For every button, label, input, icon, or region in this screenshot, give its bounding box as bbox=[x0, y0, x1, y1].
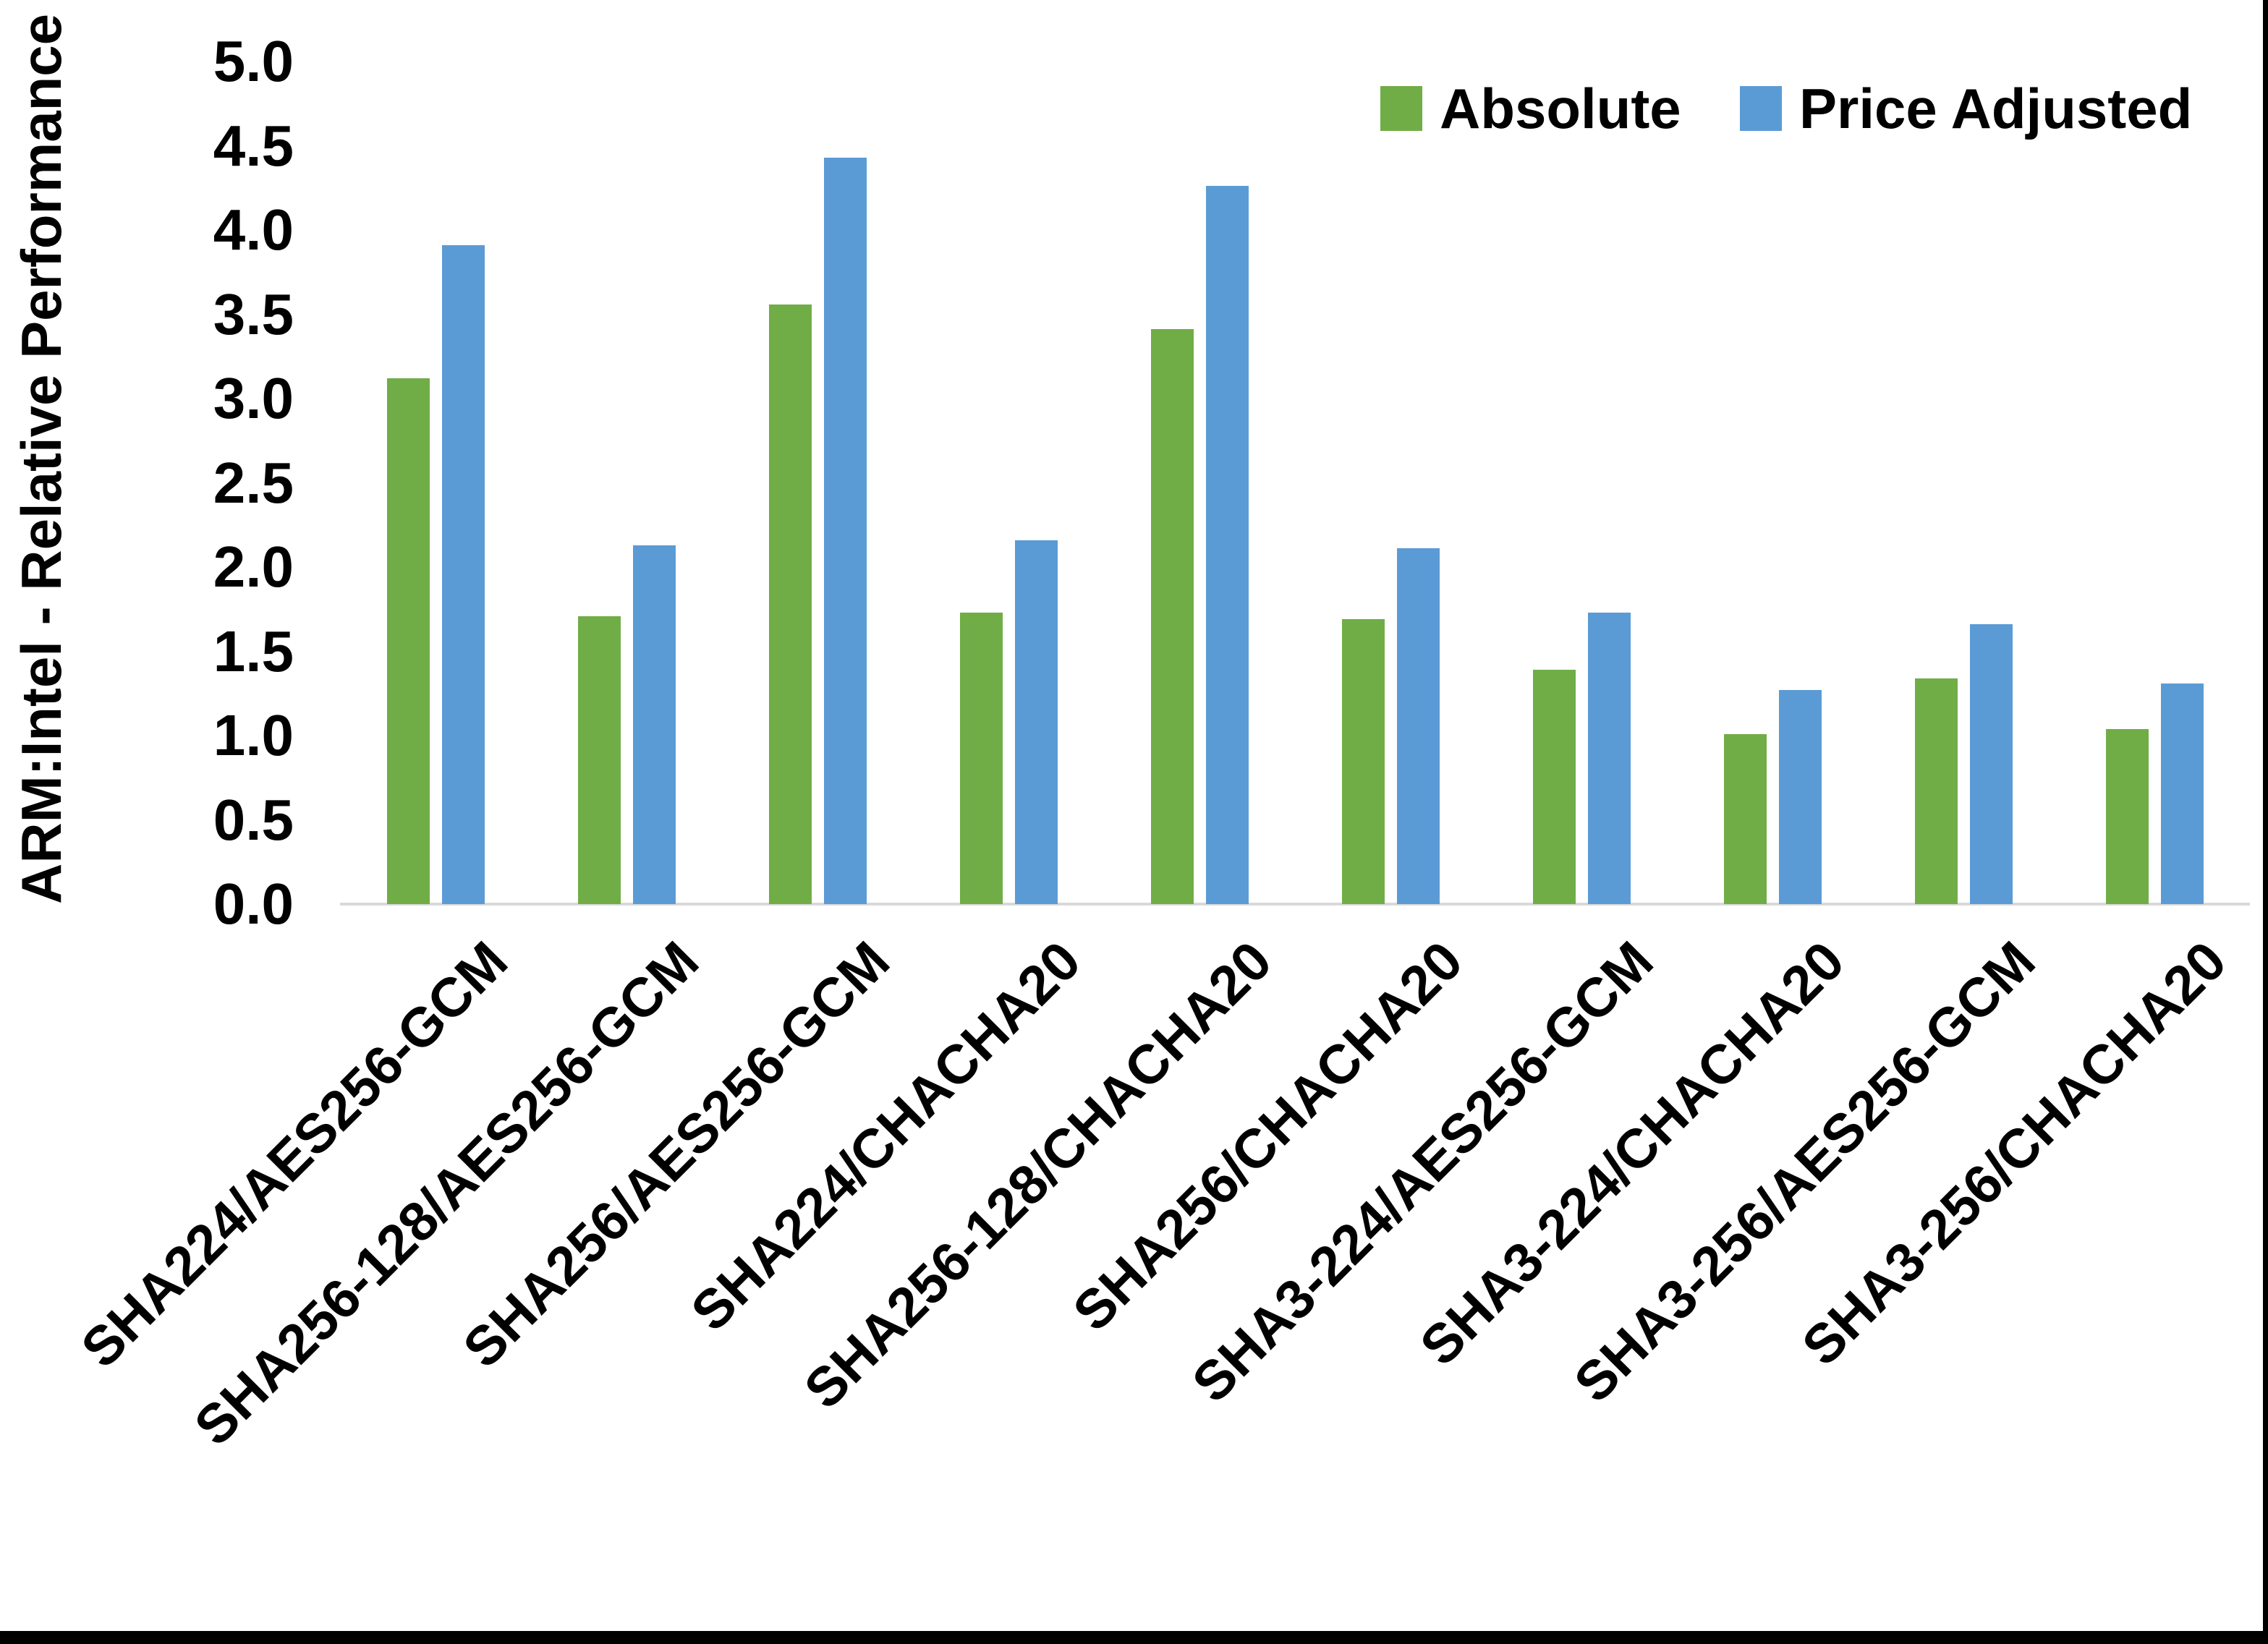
bar-absolute bbox=[577, 616, 621, 904]
bar-group bbox=[1104, 61, 1295, 904]
bar-group bbox=[1868, 61, 2059, 904]
y-tick-label: 1.0 bbox=[213, 703, 294, 767]
legend-item-absolute: Absolute bbox=[1380, 76, 1681, 140]
y-tick-label: 4.5 bbox=[213, 113, 294, 178]
bar-absolute bbox=[386, 378, 430, 904]
plot-area bbox=[340, 61, 2250, 906]
y-tick-label: 0.5 bbox=[213, 787, 294, 852]
y-tick-label: 1.5 bbox=[213, 618, 294, 683]
border-right bbox=[2263, 0, 2268, 1644]
bar-price-adjusted bbox=[1396, 548, 1440, 904]
y-tick-label: 2.0 bbox=[213, 534, 294, 599]
bar-absolute bbox=[1914, 678, 1958, 904]
border-bottom bbox=[0, 1631, 2268, 1644]
bar-group bbox=[531, 61, 722, 904]
bar-absolute bbox=[1150, 329, 1194, 904]
legend-item-price-adjusted: Price Adjusted bbox=[1740, 76, 2193, 140]
bar-price-adjusted bbox=[632, 545, 676, 904]
y-tick-label: 3.5 bbox=[213, 281, 294, 346]
bar-price-adjusted bbox=[441, 244, 485, 904]
bar-price-adjusted bbox=[2160, 683, 2204, 904]
y-tick-label: 5.0 bbox=[213, 29, 294, 93]
bar-price-adjusted bbox=[1587, 612, 1631, 904]
x-axis-line bbox=[340, 903, 2250, 906]
legend-label-absolute: Absolute bbox=[1440, 76, 1681, 140]
bar-group bbox=[722, 61, 913, 904]
bar-price-adjusted bbox=[1205, 186, 1249, 904]
y-axis-title: ARM:Intel - Relative Performance bbox=[9, 14, 73, 904]
bar-absolute bbox=[2105, 728, 2149, 904]
y-tick-label: 2.5 bbox=[213, 450, 294, 515]
legend-label-price-adjusted: Price Adjusted bbox=[1799, 76, 2193, 140]
bar-absolute bbox=[768, 304, 812, 904]
bar-absolute bbox=[1723, 733, 1767, 904]
bar-group bbox=[1295, 61, 1486, 904]
y-tick-label: 3.0 bbox=[213, 366, 294, 430]
y-tick-label: 0.0 bbox=[213, 872, 294, 936]
bar-absolute bbox=[1341, 619, 1385, 904]
bar-group bbox=[1486, 61, 1677, 904]
bar-price-adjusted bbox=[1969, 624, 2013, 904]
bar-group bbox=[2059, 61, 2250, 904]
bar-group bbox=[340, 61, 531, 904]
bar-price-adjusted bbox=[1778, 690, 1822, 904]
bar-price-adjusted bbox=[823, 157, 867, 904]
legend-swatch-absolute bbox=[1380, 86, 1422, 131]
bar-absolute bbox=[1532, 670, 1576, 904]
bar-absolute bbox=[959, 612, 1003, 904]
bar-group bbox=[1677, 61, 1868, 904]
bar-price-adjusted bbox=[1014, 540, 1058, 904]
legend-swatch-price-adjusted bbox=[1740, 86, 1782, 131]
bar-group bbox=[913, 61, 1104, 904]
x-axis-label: SHA224/CHACHA20 bbox=[679, 929, 1092, 1343]
y-tick-label: 4.0 bbox=[213, 197, 294, 262]
